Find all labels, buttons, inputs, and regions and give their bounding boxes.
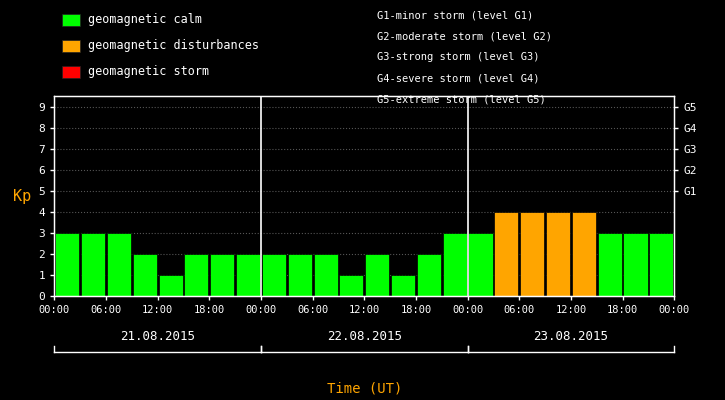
Text: Kp: Kp: [12, 188, 31, 204]
Bar: [546, 212, 570, 296]
Bar: [81, 233, 105, 296]
Bar: [624, 233, 647, 296]
Text: G5-extreme storm (level G5): G5-extreme storm (level G5): [377, 95, 546, 105]
Text: G4-severe storm (level G4): G4-severe storm (level G4): [377, 74, 539, 84]
Bar: [184, 254, 209, 296]
Bar: [133, 254, 157, 296]
Text: G2-moderate storm (level G2): G2-moderate storm (level G2): [377, 31, 552, 41]
Bar: [597, 233, 622, 296]
Text: G3-strong storm (level G3): G3-strong storm (level G3): [377, 52, 539, 62]
Text: 22.08.2015: 22.08.2015: [327, 330, 402, 342]
Text: geomagnetic calm: geomagnetic calm: [88, 14, 202, 26]
Text: 21.08.2015: 21.08.2015: [120, 330, 195, 342]
Bar: [391, 275, 415, 296]
Bar: [443, 233, 467, 296]
Bar: [494, 212, 518, 296]
Text: geomagnetic disturbances: geomagnetic disturbances: [88, 40, 260, 52]
Bar: [107, 233, 131, 296]
Bar: [339, 275, 363, 296]
Bar: [313, 254, 338, 296]
Text: 23.08.2015: 23.08.2015: [534, 330, 608, 342]
Bar: [210, 254, 234, 296]
Bar: [262, 254, 286, 296]
Text: geomagnetic storm: geomagnetic storm: [88, 66, 210, 78]
Bar: [236, 254, 260, 296]
Text: Time (UT): Time (UT): [327, 382, 402, 396]
Bar: [468, 233, 492, 296]
Bar: [55, 233, 79, 296]
Bar: [288, 254, 312, 296]
Bar: [365, 254, 389, 296]
Bar: [417, 254, 441, 296]
Bar: [159, 275, 183, 296]
Bar: [572, 212, 596, 296]
Bar: [520, 212, 544, 296]
Bar: [650, 233, 674, 296]
Text: G1-minor storm (level G1): G1-minor storm (level G1): [377, 10, 534, 20]
